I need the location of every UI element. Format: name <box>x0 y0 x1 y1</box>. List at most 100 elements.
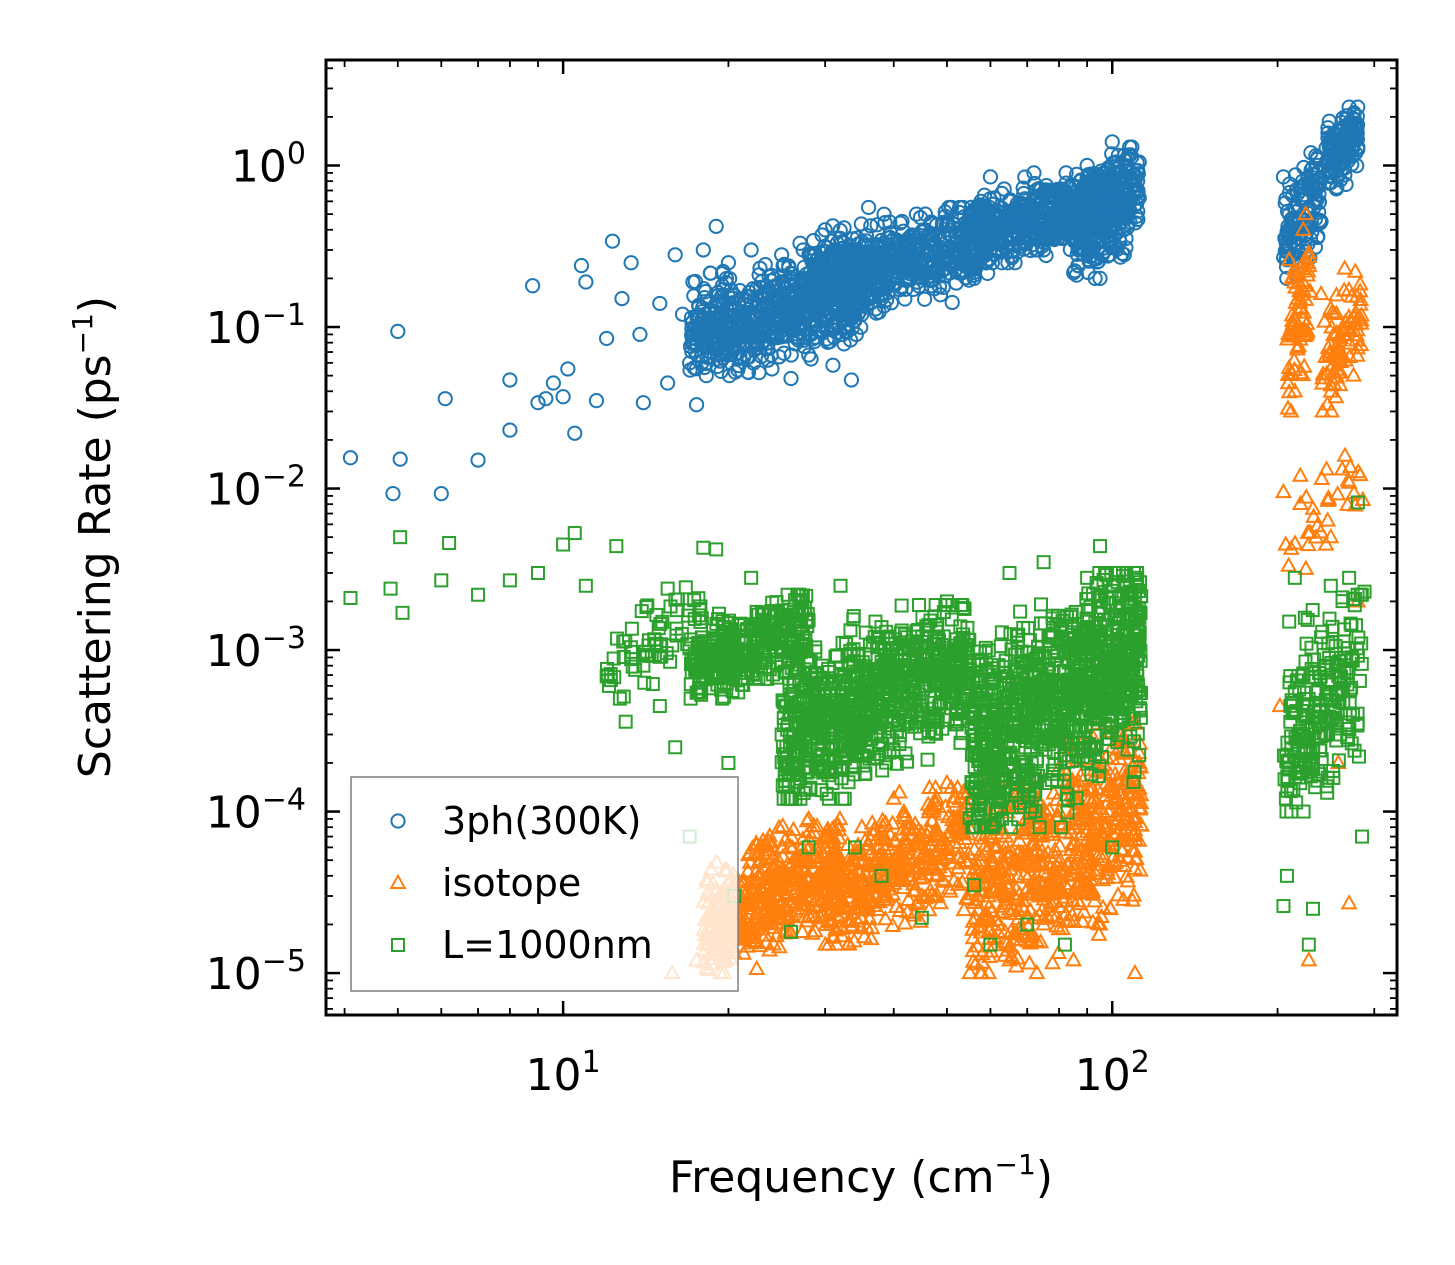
data-point <box>713 363 729 379</box>
data-point <box>694 336 710 353</box>
data-point <box>705 337 721 353</box>
data-point <box>979 212 995 228</box>
data-point <box>999 243 1015 259</box>
data-point <box>917 291 933 307</box>
data-point <box>1054 185 1070 201</box>
data-point <box>1028 231 1044 247</box>
data-point <box>1028 242 1044 258</box>
data-point <box>944 294 960 311</box>
data-point <box>901 229 918 245</box>
data-point <box>1108 204 1124 220</box>
data-point <box>1009 244 1026 260</box>
data-point <box>1087 270 1103 286</box>
data-point <box>863 281 879 298</box>
data-point <box>1010 212 1026 228</box>
data-point <box>1070 227 1086 244</box>
data-point <box>863 218 879 234</box>
data-point <box>1100 160 1116 176</box>
data-point <box>1093 207 1109 223</box>
data-point <box>717 317 733 333</box>
data-point <box>812 282 828 298</box>
data-point <box>1120 147 1137 163</box>
data-point <box>976 187 993 203</box>
data-point <box>816 316 833 333</box>
data-point <box>801 306 817 322</box>
data-point <box>917 232 933 248</box>
data-point <box>736 339 752 355</box>
data-point <box>836 220 852 236</box>
data-point <box>1000 255 1016 271</box>
data-point <box>1036 203 1052 219</box>
data-point <box>931 227 947 244</box>
data-point <box>825 218 841 234</box>
data-point <box>871 280 887 297</box>
data-point <box>788 301 804 317</box>
data-point <box>832 222 848 239</box>
data-point <box>687 273 703 290</box>
data-point <box>929 263 945 279</box>
data-point <box>694 303 710 320</box>
data-point <box>808 286 824 302</box>
data-point <box>803 351 819 367</box>
data-point <box>879 267 895 283</box>
data-point <box>941 199 957 216</box>
data-point <box>882 214 898 230</box>
data-point <box>899 272 915 289</box>
data-point <box>824 292 840 308</box>
data-point <box>873 255 889 271</box>
data-point <box>1121 139 1138 155</box>
series-0 <box>342 99 1366 502</box>
data-point <box>684 315 700 331</box>
data-point <box>1035 215 1051 231</box>
data-point <box>1118 240 1134 256</box>
data-point <box>1105 155 1121 171</box>
data-point <box>786 284 802 300</box>
data-point <box>783 301 799 317</box>
data-point <box>858 227 875 243</box>
data-point <box>783 274 799 290</box>
data-point <box>807 306 823 322</box>
data-point <box>721 308 737 324</box>
data-point <box>1118 164 1134 180</box>
data-point <box>921 245 937 261</box>
data-point <box>839 316 855 332</box>
data-point <box>837 301 853 318</box>
data-point <box>886 246 902 262</box>
data-point <box>859 297 875 313</box>
data-point <box>1017 191 1033 207</box>
data-point <box>1096 226 1112 242</box>
data-point <box>1070 204 1086 220</box>
data-point <box>892 215 908 231</box>
data-point <box>934 263 950 279</box>
data-point <box>696 290 713 306</box>
data-point <box>1068 267 1085 283</box>
data-point <box>828 269 844 285</box>
data-point <box>684 325 700 342</box>
data-point <box>847 306 863 322</box>
data-point <box>931 278 948 295</box>
data-point <box>768 306 784 322</box>
data-point <box>915 222 932 238</box>
data-point <box>1104 146 1120 162</box>
data-point <box>838 258 854 274</box>
data-point <box>731 358 747 374</box>
data-point <box>1017 169 1033 185</box>
data-point <box>971 203 987 219</box>
data-point <box>806 248 822 264</box>
data-point <box>747 319 763 335</box>
data-point <box>1090 253 1106 270</box>
data-point <box>833 241 849 257</box>
data-point <box>767 278 784 294</box>
data-point <box>1070 258 1086 274</box>
data-point <box>698 368 714 384</box>
data-point <box>730 295 746 311</box>
data-point <box>889 264 905 281</box>
data-point <box>883 295 899 311</box>
data-point <box>880 230 896 246</box>
data-point <box>961 272 977 288</box>
data-point <box>1089 189 1105 205</box>
data-point <box>858 233 874 249</box>
data-point <box>741 304 758 320</box>
